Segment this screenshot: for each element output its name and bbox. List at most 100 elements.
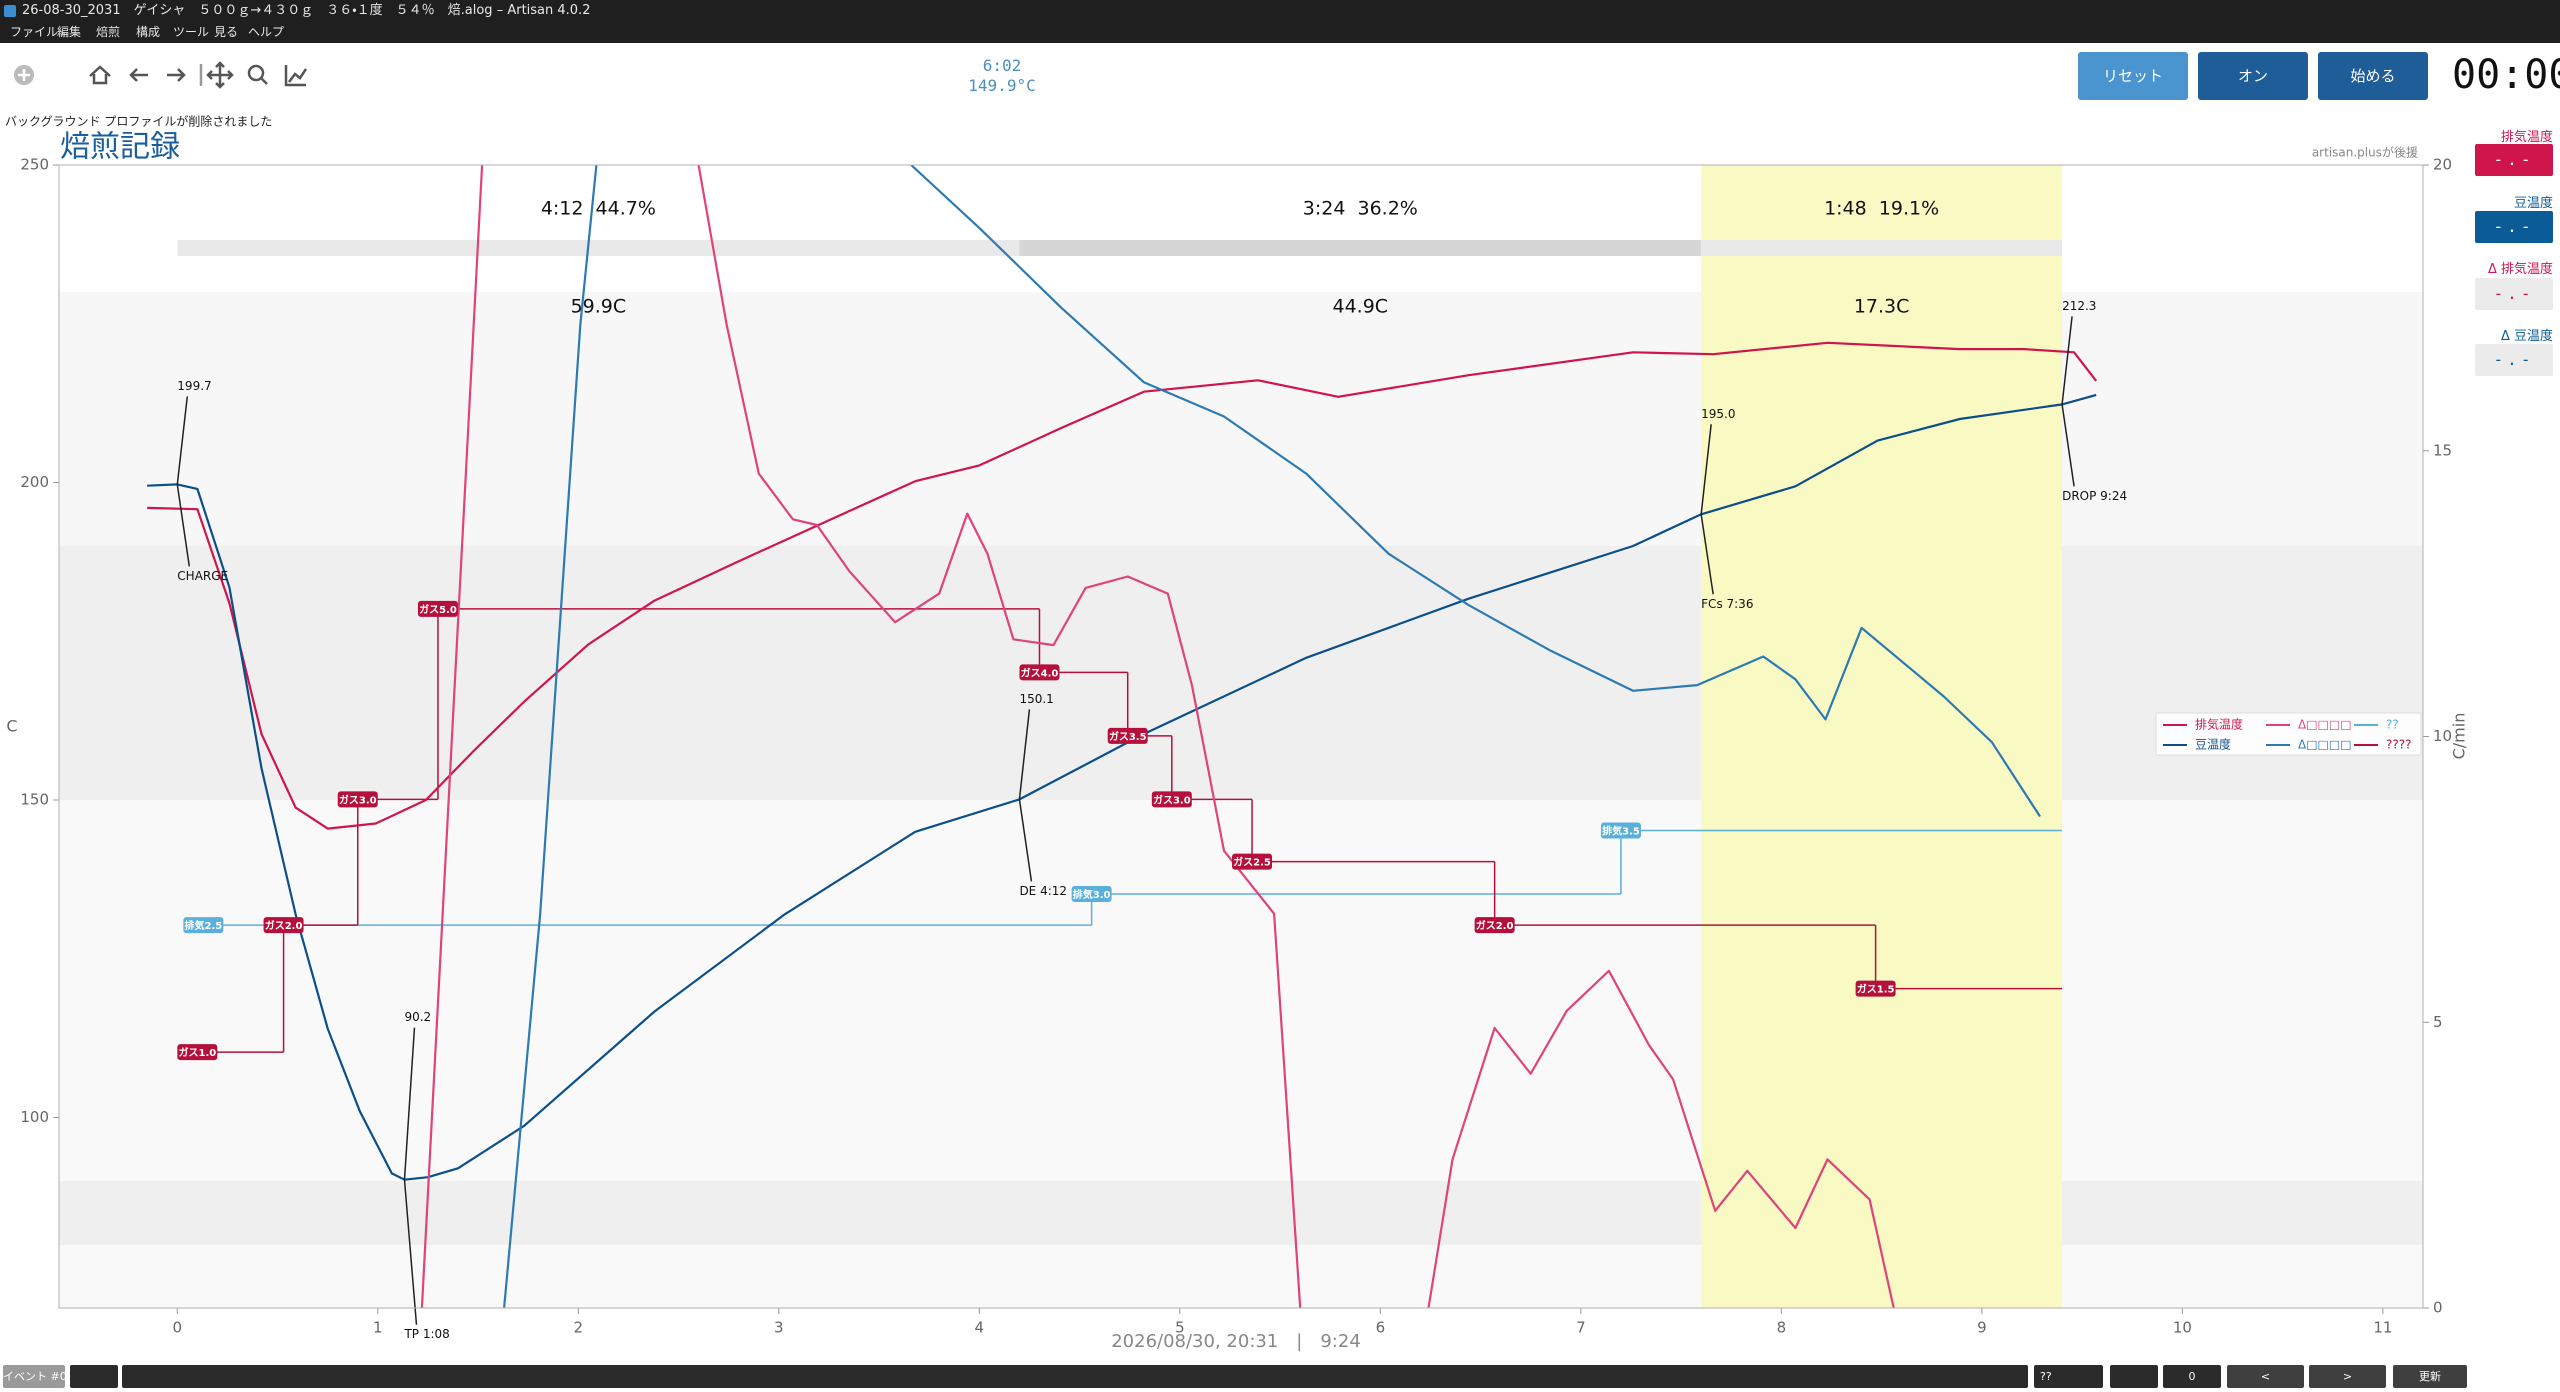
forward-icon[interactable]	[167, 68, 186, 82]
series-line	[503, 165, 2041, 1308]
x-tick-label: 3	[774, 1319, 784, 1337]
annotation-leader	[403, 1027, 416, 1180]
y-tick-label: 150	[20, 791, 49, 809]
annotation-value: 195.0	[1701, 407, 1735, 421]
event-label: 排気3.0	[1073, 888, 1111, 901]
event-box	[263, 917, 304, 934]
bg-band	[59, 165, 2423, 292]
lcd-value: -.-	[2475, 344, 2553, 376]
event-description[interactable]	[122, 1365, 2028, 1388]
lcd-value: -.-	[2475, 211, 2553, 243]
lcd-label: 豆温度	[2513, 196, 2553, 211]
legend-label: Δ□□□□	[2298, 738, 2352, 752]
menu-item[interactable]: ヘルプ	[248, 25, 285, 39]
y-tick-label: 100	[20, 1108, 49, 1126]
back-icon[interactable]	[129, 68, 148, 82]
event-spin[interactable]: 0	[2163, 1365, 2221, 1388]
phase-label: 3:24 36.2%	[1303, 198, 1418, 220]
x-tick-label: 5	[1175, 1319, 1185, 1337]
phase-label: 4:12 44.7%	[541, 198, 656, 220]
event-label: ガス5.0	[419, 603, 457, 616]
readout-time: 6:02	[982, 56, 1022, 75]
x-tick-label: 4	[975, 1319, 985, 1337]
phase-bar	[1019, 240, 1702, 256]
event-box	[183, 917, 224, 934]
event-label: ガス2.0	[265, 919, 303, 932]
event-label: ガス4.0	[1021, 666, 1059, 679]
legend-label: Δ□□□□	[2298, 718, 2352, 732]
x-tick-label: 7	[1576, 1319, 1586, 1337]
lcd-value: -.-	[2475, 144, 2553, 176]
annotation-leader	[403, 1179, 418, 1325]
prev-button[interactable]: <	[2227, 1365, 2304, 1388]
menu-item[interactable]: ツール	[173, 25, 210, 39]
zoom-icon-handle	[260, 77, 268, 85]
y2-tick-label: 15	[2433, 441, 2452, 459]
event-box	[177, 1044, 218, 1061]
reset-button[interactable]: リセット	[2078, 52, 2188, 100]
event-box	[1107, 727, 1148, 744]
next-button[interactable]: >	[2309, 1365, 2386, 1388]
event-label: ガス2.0	[1476, 919, 1514, 932]
annotation-value: 90.2	[404, 1010, 431, 1024]
event-field[interactable]	[70, 1365, 118, 1388]
x-tick-label: 10	[2173, 1319, 2192, 1337]
pan-icon[interactable]	[206, 61, 234, 89]
start-button[interactable]: 始める	[2318, 52, 2428, 100]
phase-rise: 59.9C	[571, 296, 627, 318]
toolbar	[14, 61, 308, 89]
event-box	[1474, 917, 1515, 934]
series-line	[147, 393, 2097, 1181]
x-tick-label: 8	[1777, 1319, 1787, 1337]
legend-label: ??	[2386, 718, 2399, 732]
y-axis-label: C	[6, 717, 17, 736]
event-label: ガス1.5	[1857, 983, 1895, 996]
event-button[interactable]: イベント #0	[3, 1365, 67, 1388]
annotation-leader	[1018, 799, 1033, 882]
event-box	[417, 600, 458, 617]
phase-label: 1:48 19.1%	[1824, 198, 1939, 220]
zoom-icon[interactable]	[247, 64, 265, 82]
event-value[interactable]	[2110, 1365, 2158, 1388]
event-box	[1019, 664, 1060, 681]
event-type-combo[interactable]: ??	[2034, 1365, 2103, 1388]
x-tick-label: 2	[574, 1319, 584, 1337]
annotation-leader	[1018, 709, 1031, 800]
on-button[interactable]: オン	[2198, 52, 2308, 100]
update-button[interactable]: 更新	[2393, 1365, 2467, 1388]
y2-tick-label: 10	[2433, 727, 2452, 745]
chart-icon[interactable]	[284, 65, 308, 87]
annotation-label: TP 1:08	[403, 1327, 449, 1341]
readout-temp: 149.9°C	[968, 76, 1036, 95]
y2-tick-label: 5	[2433, 1013, 2443, 1031]
menu-item[interactable]: 焙煎	[96, 25, 121, 39]
series-line	[420, 165, 1895, 1308]
legend-frame	[2155, 712, 2422, 756]
x-tick-label: 6	[1376, 1319, 1386, 1337]
sponsor: artisan.plusが後援	[2312, 145, 2418, 160]
menu-item[interactable]: ファイル	[10, 25, 59, 39]
series-line	[147, 341, 2098, 830]
event-label: 排気2.5	[185, 919, 223, 932]
menu-item[interactable]: 見る	[214, 25, 239, 39]
legend-label: 豆温度	[2195, 738, 2231, 752]
menu-item[interactable]: 構成	[136, 25, 161, 39]
title-bar: 26-08-30_2031 ゲイシャ ５００ｇ→４３０ｇ ３６・１度 ５４％ 焙…	[0, 0, 2560, 22]
annotation-label: DE 4:12	[1019, 884, 1067, 898]
home-icon[interactable]	[89, 65, 111, 85]
event-label: 排気3.5	[1602, 824, 1640, 837]
x-axis-label: 2026/08/30, 20:31 | 9:24	[1111, 1331, 1361, 1352]
window-title: 26-08-30_2031 ゲイシャ ５００ｇ→４３０ｇ ３６・１度 ５４％ 焙…	[22, 3, 591, 18]
phase-rise: 44.9C	[1333, 296, 1389, 318]
menu-item[interactable]: 編集	[57, 25, 82, 39]
event-box	[1232, 853, 1273, 870]
phase-bar	[1701, 240, 2063, 256]
phase-bar	[177, 240, 1020, 256]
y2-tick-label: 20	[2433, 156, 2452, 174]
y2-axis-label: C/min	[2450, 713, 2469, 760]
y-tick-label: 200	[20, 473, 49, 491]
y2-tick-label: 0	[2433, 1299, 2443, 1317]
